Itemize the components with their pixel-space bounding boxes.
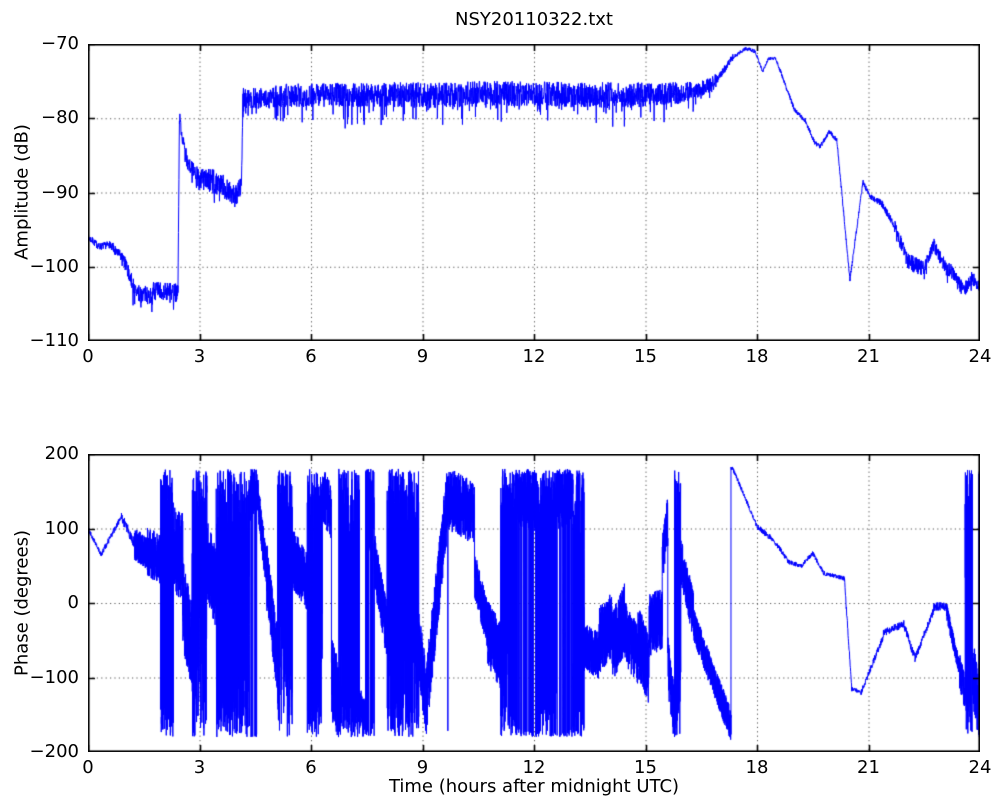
amplitude-y-tick-label: −70 (41, 33, 79, 54)
phase-x-tick-label: 6 (305, 757, 317, 778)
phase-y-tick-label: 100 (44, 517, 79, 539)
phase-x-tick-label: 0 (82, 757, 94, 778)
phase-x-tick-label: 12 (522, 757, 546, 778)
phase-y-axis-label: Phase (degrees) (11, 530, 33, 676)
phase-x-tick-label: 15 (634, 757, 657, 778)
phase-y-tick-label: 0 (67, 592, 79, 613)
amplitude-x-tick-label: 6 (305, 346, 317, 367)
phase-y-tick-label: −200 (29, 741, 79, 762)
phase-x-tick-label: 9 (416, 757, 429, 778)
amplitude-x-tick-label: 3 (193, 346, 206, 367)
amplitude-x-tick-label: 21 (857, 346, 880, 367)
amplitude-x-tick-label: 12 (522, 346, 546, 367)
amplitude-y-tick-label: −100 (29, 255, 79, 277)
amplitude-x-tick-label: 0 (82, 346, 94, 367)
amplitude-x-tick-label: 15 (634, 346, 657, 367)
phase-x-tick-label: 3 (193, 757, 206, 778)
phase-x-tick-label: 24 (968, 757, 992, 778)
amplitude-y-tick-label: −110 (29, 330, 79, 351)
phase-x-tick-label: 21 (857, 757, 880, 778)
phase-plot-canvas (88, 454, 980, 752)
amplitude-plot-canvas (88, 44, 980, 341)
amplitude-y-tick-label: −80 (41, 107, 79, 129)
amplitude-y-axis-label: Amplitude (dB) (11, 124, 33, 260)
phase-x-tick-label: 18 (745, 757, 769, 778)
figure-title: NSY20110322.txt (455, 9, 613, 30)
phase-y-tick-label: 200 (44, 443, 79, 464)
amplitude-y-tick-label: −90 (41, 181, 79, 203)
amplitude-x-tick-label: 24 (968, 346, 992, 367)
phase-y-tick-label: −100 (29, 666, 79, 688)
amplitude-x-tick-label: 9 (416, 346, 429, 367)
amplitude-x-tick-label: 18 (745, 346, 769, 367)
time-x-axis-label: Time (hours after midnight UTC) (388, 776, 680, 797)
